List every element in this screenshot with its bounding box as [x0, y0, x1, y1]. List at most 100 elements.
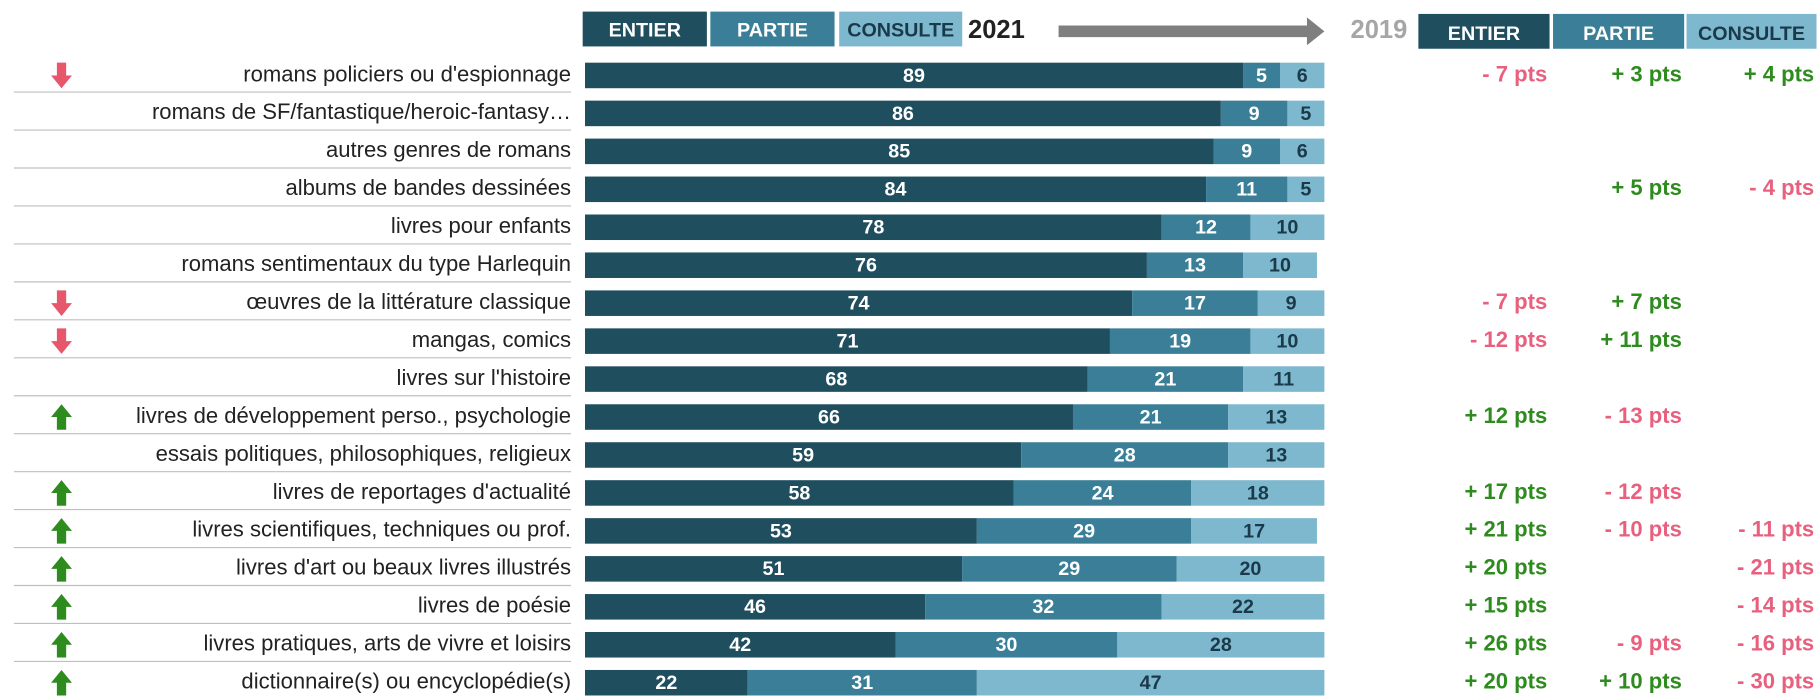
bar-value: 22 — [1232, 596, 1254, 618]
category-label: livres de poésie — [418, 593, 571, 618]
change-label: - 9 pts — [1617, 631, 1682, 656]
bar-segment — [585, 252, 1147, 278]
bar-segment — [925, 594, 1162, 620]
bar-segment — [1013, 480, 1192, 506]
change-label: - 13 pts — [1605, 403, 1682, 428]
category-label: livres d'art ou beaux livres illustrés — [236, 555, 571, 580]
bar-segment — [585, 138, 1214, 165]
bar-segment — [1243, 62, 1281, 89]
bar-segment — [585, 176, 1207, 203]
bar-value: 20 — [1239, 558, 1261, 580]
bar-value: 9 — [1249, 103, 1260, 125]
bar-segment — [585, 556, 963, 582]
category-label: essais politiques, philosophiques, relig… — [156, 441, 571, 466]
bar-value: 21 — [1140, 406, 1162, 428]
bar-value: 71 — [837, 331, 859, 353]
column-header: PARTIE — [1583, 23, 1654, 45]
legend-swatch — [839, 11, 963, 47]
trend-arrow-down — [51, 290, 72, 316]
bar-value: 11 — [1236, 179, 1257, 201]
bar-segment — [976, 669, 1325, 696]
bar-value: 10 — [1276, 217, 1298, 239]
legend-label: CONSULTE — [847, 20, 954, 42]
legend-swatch — [582, 11, 707, 47]
trend-arrow-up — [51, 518, 72, 544]
category-label: mangas, comics — [412, 327, 571, 352]
change-label: + 26 pts — [1464, 631, 1547, 656]
column-header: CONSULTE — [1698, 23, 1805, 45]
bar-segment — [1146, 252, 1244, 278]
bar-value: 17 — [1243, 520, 1265, 542]
change-label: - 12 pts — [1470, 327, 1547, 352]
bar-value: 22 — [655, 672, 677, 694]
change-label: + 5 pts — [1611, 175, 1681, 200]
bar-value: 86 — [892, 103, 914, 125]
bar-value: 42 — [729, 634, 751, 656]
trend-arrow-up — [51, 594, 72, 620]
change-label: - 10 pts — [1605, 517, 1682, 542]
change-label: + 3 pts — [1611, 61, 1681, 86]
change-label: + 7 pts — [1611, 289, 1681, 314]
change-label: - 16 pts — [1737, 631, 1814, 656]
bar-value: 68 — [825, 368, 847, 390]
bar-segment — [1287, 176, 1325, 203]
category-label: romans sentimentaux du type Harlequin — [181, 251, 571, 276]
bar-segment — [1280, 138, 1325, 165]
column-header-bg — [1553, 13, 1685, 49]
column-header-bg — [1418, 13, 1550, 49]
category-label: œuvres de la littérature classique — [246, 289, 571, 314]
category-label: livres de reportages d'actualité — [273, 479, 571, 504]
bar-value: 5 — [1300, 103, 1311, 125]
trend-arrow-down — [51, 62, 72, 89]
bar-value: 31 — [851, 672, 873, 694]
bar-value: 12 — [1195, 217, 1217, 239]
legend-label: ENTIER — [609, 20, 681, 42]
bar-value: 29 — [1073, 520, 1095, 542]
bar-value: 6 — [1297, 65, 1308, 87]
year-previous: 2019 — [1351, 16, 1408, 44]
bar-segment — [585, 669, 748, 696]
change-label: + 20 pts — [1464, 669, 1547, 694]
trend-arrow-up — [51, 480, 72, 506]
bar-segment — [1191, 518, 1317, 544]
bar-segment — [1161, 594, 1325, 620]
bar-value: 58 — [788, 482, 810, 504]
change-label: + 10 pts — [1599, 669, 1682, 694]
bar-value: 9 — [1286, 293, 1297, 315]
bar-segment — [585, 594, 926, 620]
bar-value: 66 — [818, 406, 840, 428]
bar-segment — [962, 556, 1177, 582]
legend-swatch — [710, 11, 835, 47]
change-label: - 14 pts — [1737, 593, 1814, 618]
bar-segment — [585, 632, 896, 658]
category-label: dictionnaire(s) ou encyclopédie(s) — [241, 669, 571, 694]
bar-value: 17 — [1184, 293, 1206, 315]
bar-segment — [1257, 290, 1325, 316]
bar-segment — [585, 366, 1088, 392]
bar-segment — [585, 214, 1162, 241]
bar-value: 32 — [1032, 596, 1054, 618]
bar-segment — [1206, 176, 1288, 203]
bar-value: 13 — [1265, 406, 1287, 428]
bar-segment — [585, 442, 1022, 468]
category-label: livres pratiques, arts de vivre et loisi… — [203, 631, 571, 656]
change-label: - 30 pts — [1737, 669, 1814, 694]
bar-segment — [1213, 138, 1281, 165]
category-label: livres sur l'histoire — [397, 365, 572, 390]
column-header: ENTIER — [1448, 23, 1520, 45]
trend-arrow-up — [51, 404, 72, 430]
bar-value: 89 — [903, 65, 925, 87]
change-label: + 12 pts — [1464, 403, 1547, 428]
change-label: - 4 pts — [1749, 175, 1814, 200]
bar-segment — [747, 669, 977, 696]
bar-segment — [895, 632, 1118, 658]
bar-segment — [1220, 100, 1288, 127]
bar-segment — [585, 328, 1110, 354]
bar-value: 53 — [770, 520, 792, 542]
bar-segment — [585, 480, 1014, 506]
bar-segment — [1243, 366, 1325, 392]
bar-value: 5 — [1256, 65, 1267, 87]
bar-value: 10 — [1276, 331, 1298, 353]
bar-value: 74 — [848, 293, 870, 315]
